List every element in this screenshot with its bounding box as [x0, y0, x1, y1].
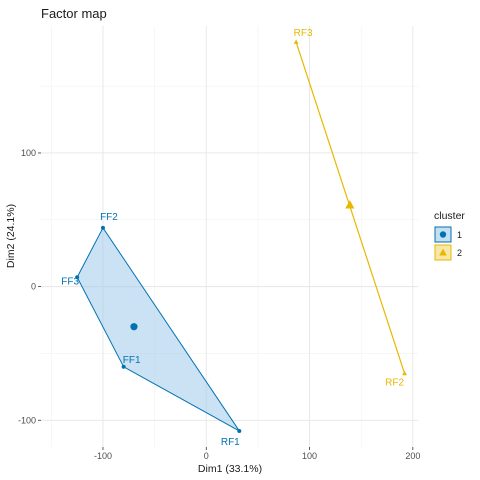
legend-title: cluster — [434, 210, 465, 222]
y-tick-label: 0 — [31, 282, 36, 292]
point-label-ff2: FF2 — [100, 212, 118, 223]
data-point-rf1 — [237, 428, 242, 433]
data-point-rf3 — [293, 39, 299, 44]
y-tick-label: 100 — [21, 148, 36, 158]
point-label-ff3: FF3 — [61, 276, 79, 287]
data-points — [75, 39, 407, 433]
data-point-ff1 — [121, 364, 126, 369]
chart-title: Factor map — [41, 6, 107, 21]
x-tick-label: 100 — [302, 451, 317, 461]
legend-symbol-1 — [439, 231, 447, 238]
point-label-rf2: RF2 — [385, 377, 404, 388]
axes: -100 0 100 200 -100 0 100 — [18, 148, 420, 461]
legend-symbol-2 — [439, 248, 447, 256]
legend: cluster 1 2 — [434, 210, 465, 261]
legend-label-2: 2 — [457, 248, 462, 258]
cluster-2-center — [345, 200, 355, 209]
data-point-rf2 — [402, 370, 407, 376]
point-label-rf1: RF1 — [221, 437, 240, 448]
x-tick-label: -100 — [94, 451, 112, 461]
y-tick-label: -100 — [18, 415, 36, 425]
grid — [41, 26, 418, 447]
y-axis-label: Dim2 (24.1%) — [5, 204, 17, 268]
cluster-1-center — [130, 323, 138, 331]
point-label-rf3: RF3 — [294, 28, 313, 39]
x-axis-label: Dim1 (33.1%) — [198, 463, 262, 475]
x-tick-label: 200 — [405, 451, 420, 461]
x-tick-label: 0 — [204, 451, 209, 461]
legend-label-1: 1 — [457, 230, 462, 240]
point-label-ff1: FF1 — [123, 355, 141, 366]
point-labels: FF2 FF3 FF1 RF1 RF3 RF2 — [61, 28, 404, 448]
data-point-ff2 — [100, 225, 105, 230]
data-point-ff3 — [75, 275, 80, 280]
